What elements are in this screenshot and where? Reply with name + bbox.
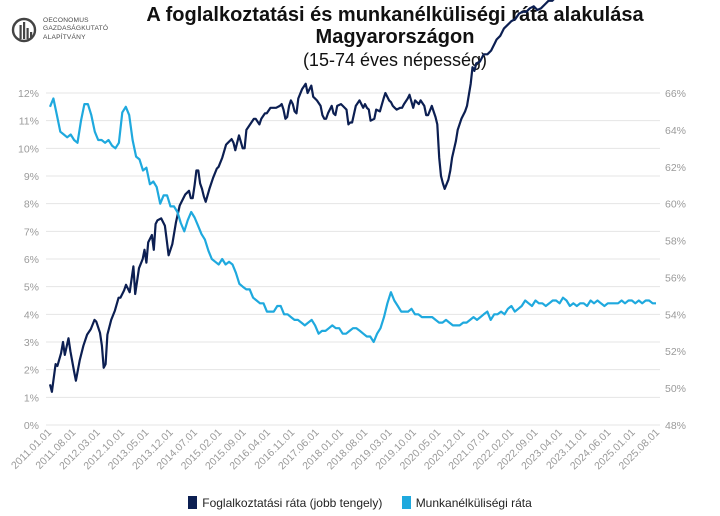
right-tick-label: 64% [665, 125, 686, 137]
legend-item-unemployment[interactable]: Munkanélküliségi ráta [401, 496, 532, 510]
logo-text: OECONOMUS GAZDASÁGKUTATÓ ALAPÍTVÁNY [43, 17, 108, 42]
left-tick-label: 11% [19, 116, 39, 128]
logo-line-1: OECONOMUS [43, 17, 89, 24]
left-tick-label: 6% [24, 254, 39, 266]
legend-swatch-unemployment [401, 496, 411, 509]
chart-subtitle: (15-74 éves népesség) [302, 50, 488, 70]
legend-label-unemployment: Munkanélküliségi ráta [415, 496, 532, 510]
logo: OECONOMUS GAZDASÁGKUTATÓ ALAPÍTVÁNY [10, 8, 130, 58]
logo-line-2: GAZDASÁGKUTATÓ [43, 25, 109, 33]
left-tick-label: 3% [24, 337, 39, 349]
left-tick-label: 12% [18, 88, 39, 100]
series-line-employment [48, 0, 555, 393]
legend-label-employment: Foglalkoztatási ráta (jobb tengely) [202, 496, 383, 510]
right-tick-label: 62% [665, 162, 686, 174]
left-tick-label: 7% [24, 226, 39, 238]
title-line-2: Magyarországon [315, 26, 475, 48]
legend-swatch-employment [188, 496, 198, 509]
logo-line-3: ALAPÍTVÁNY [43, 33, 86, 41]
right-tick-label: 52% [665, 346, 686, 358]
left-tick-label: 9% [24, 171, 39, 183]
logo-icon [11, 17, 37, 43]
left-tick-label: 1% [24, 392, 39, 404]
series-layer [48, 0, 656, 393]
x-axis-ticks: 2011.01.012011.08.012012.03.012012.10.01… [9, 427, 662, 473]
right-tick-label: 54% [665, 309, 686, 321]
chart-title: A foglalkoztatási és munkanélküliségi rá… [130, 4, 660, 72]
left-tick-label: 4% [24, 309, 39, 321]
left-tick-label: 10% [18, 143, 39, 155]
title-line-1: A foglalkoztatási és munkanélküliségi rá… [146, 4, 644, 26]
right-tick-label: 58% [665, 236, 686, 248]
right-tick-label: 66% [665, 88, 686, 100]
grid-lines [46, 92, 660, 426]
left-axis-ticks: 0% 1% 2% 3% 4% 5% 6% 7% 8% 9% 10% 11% 12% [18, 88, 39, 432]
right-tick-label: 60% [665, 199, 686, 211]
series-line-unemployment [48, 97, 656, 344]
left-tick-label: 0% [24, 420, 39, 432]
left-tick-label: 2% [24, 365, 39, 377]
legend: Foglalkoztatási ráta (jobb tengely) Munk… [0, 496, 720, 510]
right-tick-label: 48% [665, 420, 686, 432]
legend-item-employment[interactable]: Foglalkoztatási ráta (jobb tengely) [188, 496, 382, 510]
left-tick-label: 8% [24, 199, 39, 211]
right-tick-label: 50% [665, 383, 686, 395]
left-tick-label: 5% [24, 282, 39, 294]
right-tick-label: 56% [665, 272, 686, 284]
right-axis-ticks: 48% 50% 52% 54% 56% 58% 60% 62% 64% 66% [665, 88, 686, 432]
